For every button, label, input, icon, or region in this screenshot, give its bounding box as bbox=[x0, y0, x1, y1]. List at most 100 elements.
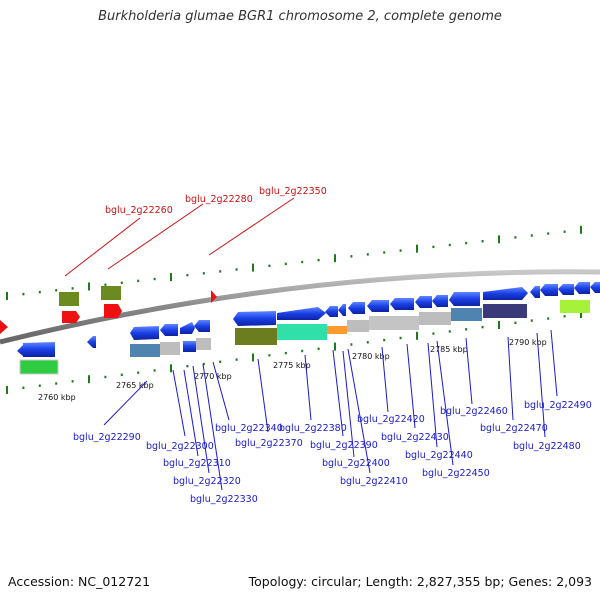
feature-box[interactable] bbox=[327, 326, 347, 334]
gene-arrow[interactable] bbox=[390, 298, 414, 310]
scale-dot bbox=[186, 365, 189, 368]
gene-arrow[interactable] bbox=[540, 284, 558, 296]
gene-label[interactable]: bglu_2g22430 bbox=[381, 432, 449, 443]
scale-dot bbox=[38, 384, 41, 387]
gene-arrow[interactable] bbox=[233, 311, 276, 326]
gene-label[interactable]: bglu_2g22390 bbox=[310, 440, 378, 451]
gene-label[interactable]: bglu_2g22480 bbox=[513, 441, 581, 452]
gene-label[interactable]: bglu_2g22400 bbox=[322, 458, 390, 469]
gene-arrow[interactable] bbox=[338, 304, 346, 316]
feature-box[interactable] bbox=[560, 300, 590, 313]
scale-dot bbox=[399, 336, 402, 340]
feature-box[interactable] bbox=[59, 292, 79, 306]
gene-arrows bbox=[17, 282, 600, 357]
feature-box[interactable] bbox=[277, 324, 327, 340]
gene-label[interactable]: bglu_2g22340 bbox=[215, 423, 283, 434]
gene-arrow-red[interactable] bbox=[0, 320, 8, 334]
scale-dot bbox=[350, 255, 353, 258]
gene-arrow[interactable] bbox=[180, 322, 195, 334]
scale-major-tick bbox=[580, 225, 582, 234]
gene-label[interactable]: bglu_2g22460 bbox=[440, 406, 508, 417]
gene-arrow[interactable] bbox=[558, 284, 574, 295]
scale-major-tick bbox=[6, 386, 8, 394]
scale-major-tick bbox=[88, 375, 90, 384]
gene-arrow[interactable] bbox=[590, 282, 600, 293]
highlight-gene-label[interactable]: bglu_2g22280 bbox=[185, 194, 253, 205]
scale-dot bbox=[120, 281, 123, 284]
gene-arrow[interactable] bbox=[348, 302, 365, 314]
gene-label-texts: bglu_2g22290 bglu_2g22300 bglu_2g22310 b… bbox=[73, 400, 592, 505]
gene-label[interactable]: bglu_2g22330 bbox=[190, 494, 258, 505]
scale-dot bbox=[465, 328, 468, 331]
scale-label: 2790 kbp bbox=[509, 338, 547, 347]
gene-label[interactable]: bglu_2g22470 bbox=[480, 423, 548, 434]
gene-arrow[interactable] bbox=[130, 326, 159, 340]
feature-box[interactable] bbox=[101, 286, 121, 300]
feature-box[interactable] bbox=[451, 308, 482, 321]
scale-dot bbox=[284, 351, 287, 355]
feature-box[interactable] bbox=[130, 344, 160, 357]
highlight-gene-label[interactable]: bglu_2g22260 bbox=[105, 205, 173, 216]
gene-arrow[interactable] bbox=[415, 296, 432, 308]
scale-labels: 2760 kbp 2765 kbp 2770 kbp 2775 kbp 2780… bbox=[38, 338, 547, 402]
gene-label[interactable]: bglu_2g22380 bbox=[279, 423, 347, 434]
feature-box[interactable] bbox=[483, 304, 527, 318]
gene-arrow[interactable] bbox=[367, 300, 389, 312]
gene-arrow[interactable] bbox=[17, 342, 55, 357]
gene-arrow[interactable] bbox=[432, 295, 448, 307]
gene-arrow-red[interactable] bbox=[211, 290, 217, 303]
scale-dot bbox=[153, 277, 156, 281]
highlight-gene-label[interactable]: bglu_2g22350 bbox=[259, 186, 327, 197]
gene-arrow-red[interactable] bbox=[62, 311, 80, 323]
feature-box[interactable] bbox=[235, 328, 277, 345]
gene-arrow[interactable] bbox=[277, 307, 326, 320]
gene-label[interactable]: bglu_2g22320 bbox=[173, 476, 241, 487]
gene-arrow[interactable] bbox=[449, 292, 480, 306]
scale-major-tick bbox=[498, 235, 500, 244]
feature-box[interactable] bbox=[160, 342, 180, 355]
gene-label[interactable]: bglu_2g22300 bbox=[146, 441, 214, 452]
feature-box[interactable] bbox=[347, 320, 369, 332]
scale-dots-bottom bbox=[6, 310, 582, 394]
gene-label[interactable]: bglu_2g22420 bbox=[357, 414, 425, 425]
feature-box[interactable] bbox=[419, 312, 451, 325]
scale-dot bbox=[317, 347, 320, 350]
scale-major-tick bbox=[334, 254, 336, 263]
gene-label[interactable]: bglu_2g22370 bbox=[235, 438, 303, 449]
scale-dot bbox=[465, 241, 468, 245]
gene-arrow[interactable] bbox=[160, 324, 178, 336]
scale-major-tick bbox=[170, 364, 172, 373]
feature-boxes bbox=[19, 300, 590, 375]
gene-arrow[interactable] bbox=[325, 306, 338, 317]
highlight-labels: bglu_2g22260 bglu_2g22280 bglu_2g22350 bbox=[64, 186, 327, 277]
scale-dot bbox=[38, 291, 41, 294]
gene-arrow[interactable] bbox=[574, 282, 590, 294]
scale-dot bbox=[202, 362, 205, 366]
scale-label: 2785 kbp bbox=[430, 345, 468, 354]
gene-label[interactable]: bglu_2g22490 bbox=[524, 400, 592, 411]
feature-box[interactable] bbox=[369, 316, 419, 330]
scale-major-tick bbox=[252, 263, 254, 272]
feature-box[interactable] bbox=[19, 359, 59, 375]
accession-text: Accession: NC_012721 bbox=[8, 574, 151, 589]
gene-arrow[interactable] bbox=[483, 287, 528, 300]
scale-dot bbox=[120, 373, 123, 376]
scale-dots-top bbox=[6, 225, 582, 300]
scale-dot bbox=[104, 375, 107, 379]
scale-label: 2780 kbp bbox=[352, 352, 390, 361]
scale-major-tick bbox=[252, 353, 254, 362]
gene-label[interactable]: bglu_2g22450 bbox=[422, 468, 490, 479]
gene-arrow-red[interactable] bbox=[104, 304, 122, 318]
gene-label[interactable]: bglu_2g22410 bbox=[340, 476, 408, 487]
gene-arrow[interactable] bbox=[183, 341, 196, 352]
feature-box[interactable] bbox=[196, 338, 211, 350]
gene-label[interactable]: bglu_2g22310 bbox=[163, 458, 231, 469]
scale-dot bbox=[563, 315, 566, 318]
gene-arrow[interactable] bbox=[87, 336, 96, 348]
gene-arrow[interactable] bbox=[194, 320, 210, 332]
scale-dot bbox=[547, 317, 550, 320]
gene-label[interactable]: bglu_2g22290 bbox=[73, 432, 141, 443]
gene-arrow[interactable] bbox=[530, 286, 540, 298]
gene-label[interactable]: bglu_2g22440 bbox=[405, 450, 473, 461]
